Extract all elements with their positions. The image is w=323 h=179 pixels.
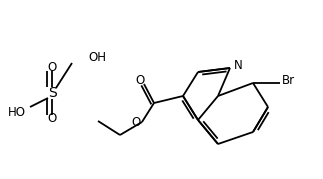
Text: O: O [131, 117, 141, 129]
Text: OH: OH [88, 50, 106, 64]
Text: N: N [234, 59, 243, 71]
Text: O: O [47, 61, 57, 74]
Text: O: O [47, 112, 57, 125]
Text: O: O [135, 74, 145, 86]
Text: S: S [47, 86, 57, 100]
Text: Br: Br [282, 74, 295, 86]
Text: HO: HO [8, 105, 26, 118]
